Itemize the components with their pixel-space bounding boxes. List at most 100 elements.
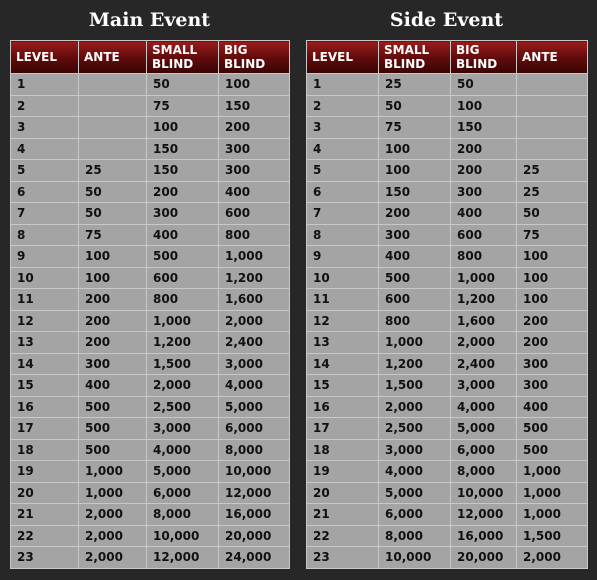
ante-cell: 300 xyxy=(516,374,588,397)
level-cell: 22 xyxy=(10,524,79,547)
small-blind-cell: 75 xyxy=(146,94,219,117)
level-cell: 5 xyxy=(306,159,379,182)
small-blind-cell: 2,500 xyxy=(378,417,451,440)
ante-cell: 1,000 xyxy=(516,481,588,504)
ante-cell xyxy=(516,94,588,117)
small-blind-cell: 2,000 xyxy=(378,395,451,418)
column-header-big-blind: BIG BLIND xyxy=(218,40,290,74)
small-blind-cell: 5,000 xyxy=(378,481,451,504)
level-cell: 14 xyxy=(306,352,379,375)
small-blind-cell: 300 xyxy=(378,223,451,246)
small-blind-cell: 400 xyxy=(378,245,451,268)
big-blind-cell: 2,000 xyxy=(218,309,290,332)
table-row: 21 6,000 12,000 1,000 xyxy=(306,503,588,526)
small-blind-cell: 2,500 xyxy=(146,395,219,418)
small-blind-cell: 150 xyxy=(146,137,219,160)
side-event-title: Side Event xyxy=(389,9,504,31)
table-row: 14 1,200 2,400 300 xyxy=(306,352,588,375)
ante-cell: 100 xyxy=(516,288,588,311)
small-blind-cell: 1,500 xyxy=(378,374,451,397)
ante-cell: 500 xyxy=(516,438,588,461)
main-event-body: 1 50 100 2 75 150 3 100 200 4 150 300 5 25 150 300 6 50 20… xyxy=(10,73,290,569)
big-blind-cell: 400 xyxy=(450,202,517,225)
small-blind-cell: 500 xyxy=(378,266,451,289)
ante-cell: 1,500 xyxy=(516,524,588,547)
level-cell: 18 xyxy=(306,438,379,461)
small-blind-cell: 800 xyxy=(378,309,451,332)
column-header-small-blind: SMALL BLIND xyxy=(378,40,451,74)
big-blind-cell: 1,600 xyxy=(218,288,290,311)
table-row: 8 75 400 800 xyxy=(10,223,290,246)
level-cell: 12 xyxy=(10,309,79,332)
ante-cell xyxy=(78,94,147,117)
level-cell: 5 xyxy=(10,159,79,182)
ante-cell: 500 xyxy=(78,395,147,418)
ante-cell: 200 xyxy=(516,309,588,332)
level-cell: 8 xyxy=(306,223,379,246)
big-blind-cell: 8,000 xyxy=(450,460,517,483)
big-blind-cell: 20,000 xyxy=(450,546,517,569)
level-cell: 1 xyxy=(306,73,379,96)
big-blind-cell: 200 xyxy=(450,137,517,160)
small-blind-cell: 600 xyxy=(146,266,219,289)
small-blind-cell: 50 xyxy=(146,73,219,96)
small-blind-cell: 300 xyxy=(146,202,219,225)
big-blind-cell: 400 xyxy=(218,180,290,203)
big-blind-cell: 3,000 xyxy=(450,374,517,397)
column-header-level: LEVEL xyxy=(306,40,379,74)
level-cell: 11 xyxy=(10,288,79,311)
table-row: 3 75 150 xyxy=(306,116,588,139)
big-blind-cell: 3,000 xyxy=(218,352,290,375)
table-row: 22 8,000 16,000 1,500 xyxy=(306,524,588,547)
level-cell: 2 xyxy=(10,94,79,117)
ante-cell: 400 xyxy=(516,395,588,418)
table-row: 19 4,000 8,000 1,000 xyxy=(306,460,588,483)
level-cell: 6 xyxy=(306,180,379,203)
main-event-title: Main Event xyxy=(88,9,211,31)
level-cell: 11 xyxy=(306,288,379,311)
table-row: 13 200 1,200 2,400 xyxy=(10,331,290,354)
small-blind-cell: 10,000 xyxy=(146,524,219,547)
ante-cell: 1,000 xyxy=(78,460,147,483)
small-blind-cell: 200 xyxy=(146,180,219,203)
big-blind-cell: 50 xyxy=(450,73,517,96)
table-row: 9 100 500 1,000 xyxy=(10,245,290,268)
big-blind-cell: 10,000 xyxy=(450,481,517,504)
small-blind-cell: 600 xyxy=(378,288,451,311)
big-blind-cell: 2,400 xyxy=(450,352,517,375)
side-event-body: 1 25 50 2 50 100 3 75 150 4 100 200 5 100 200 25 6 150 300… xyxy=(306,73,588,569)
ante-cell: 50 xyxy=(516,202,588,225)
ante-cell: 25 xyxy=(78,159,147,182)
ante-cell: 1,000 xyxy=(78,481,147,504)
table-row: 19 1,000 5,000 10,000 xyxy=(10,460,290,483)
main-event-panel: Main Event LEVEL ANTE SMALL BLIND BIG BL… xyxy=(10,0,290,569)
big-blind-cell: 200 xyxy=(450,159,517,182)
level-cell: 13 xyxy=(10,331,79,354)
level-cell: 17 xyxy=(306,417,379,440)
ante-cell: 300 xyxy=(78,352,147,375)
small-blind-cell: 1,200 xyxy=(378,352,451,375)
ante-cell: 500 xyxy=(78,438,147,461)
level-cell: 23 xyxy=(306,546,379,569)
level-cell: 19 xyxy=(10,460,79,483)
ante-cell: 75 xyxy=(516,223,588,246)
table-row: 20 5,000 10,000 1,000 xyxy=(306,481,588,504)
small-blind-cell: 8,000 xyxy=(378,524,451,547)
level-cell: 20 xyxy=(10,481,79,504)
level-cell: 15 xyxy=(306,374,379,397)
small-blind-cell: 10,000 xyxy=(378,546,451,569)
small-blind-cell: 1,500 xyxy=(146,352,219,375)
table-row: 7 50 300 600 xyxy=(10,202,290,225)
small-blind-cell: 12,000 xyxy=(146,546,219,569)
small-blind-cell: 75 xyxy=(378,116,451,139)
small-blind-cell: 6,000 xyxy=(378,503,451,526)
ante-cell: 50 xyxy=(78,202,147,225)
side-event-table: LEVEL SMALL BLIND BIG BLIND ANTE 1 25 50 2 5… xyxy=(306,40,588,569)
table-row: 5 100 200 25 xyxy=(306,159,588,182)
ante-cell: 1,000 xyxy=(516,503,588,526)
ante-cell: 25 xyxy=(516,159,588,182)
level-cell: 9 xyxy=(10,245,79,268)
big-blind-cell: 16,000 xyxy=(450,524,517,547)
small-blind-cell: 150 xyxy=(146,159,219,182)
level-cell: 14 xyxy=(10,352,79,375)
